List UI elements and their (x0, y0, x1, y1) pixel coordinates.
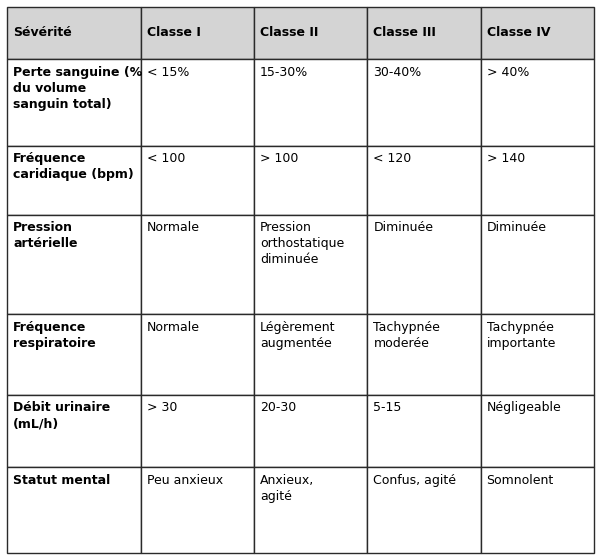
Bar (481, 314, 594, 395)
Bar (7, 467, 141, 553)
Text: Débit urinaire
(mL/h): Débit urinaire (mL/h) (13, 402, 111, 430)
Text: Classe IV: Classe IV (487, 26, 550, 39)
Bar (481, 467, 594, 553)
Text: > 40%: > 40% (487, 66, 529, 79)
Text: Pression
artérielle: Pression artérielle (13, 221, 78, 250)
Text: Classe III: Classe III (373, 26, 436, 39)
Text: 5-15: 5-15 (373, 402, 401, 414)
Text: Confus, agité: Confus, agité (373, 474, 456, 487)
Text: Normale: Normale (147, 321, 200, 334)
Text: Anxieux,
agité: Anxieux, agité (260, 474, 314, 503)
Bar (254, 467, 367, 553)
Bar (141, 395, 254, 467)
Bar (367, 146, 481, 214)
Text: > 30: > 30 (147, 402, 177, 414)
Text: Diminuée: Diminuée (373, 221, 433, 235)
Bar (254, 59, 367, 146)
Bar (7, 7, 141, 59)
Bar (7, 146, 141, 214)
Bar (7, 395, 141, 467)
Text: 20-30: 20-30 (260, 402, 296, 414)
Bar (481, 395, 594, 467)
Text: Fréquence
respiratoire: Fréquence respiratoire (13, 321, 96, 349)
Text: Normale: Normale (147, 221, 200, 235)
Bar (141, 146, 254, 214)
Text: 30-40%: 30-40% (373, 66, 422, 79)
Text: 15-30%: 15-30% (260, 66, 308, 79)
Bar (367, 395, 481, 467)
Bar (367, 7, 481, 59)
Bar (367, 214, 481, 314)
Bar (141, 59, 254, 146)
Text: Tachypnée
importante: Tachypnée importante (487, 321, 556, 349)
Bar (141, 467, 254, 553)
Text: Somnolent: Somnolent (487, 474, 554, 487)
Text: < 15%: < 15% (147, 66, 189, 79)
Bar (481, 214, 594, 314)
Text: > 100: > 100 (260, 152, 299, 165)
Bar (367, 314, 481, 395)
Bar (254, 395, 367, 467)
Bar (481, 146, 594, 214)
Text: Peu anxieux: Peu anxieux (147, 474, 223, 487)
Text: Négligeable: Négligeable (487, 402, 561, 414)
Bar (7, 214, 141, 314)
Bar (141, 314, 254, 395)
Text: Statut mental: Statut mental (13, 474, 111, 487)
Text: > 140: > 140 (487, 152, 525, 165)
Text: Diminuée: Diminuée (487, 221, 546, 235)
Bar (481, 59, 594, 146)
Bar (254, 146, 367, 214)
Bar (141, 7, 254, 59)
Text: Tachypnée
moderée: Tachypnée moderée (373, 321, 441, 349)
Bar (254, 314, 367, 395)
Bar (7, 314, 141, 395)
Text: < 100: < 100 (147, 152, 185, 165)
Text: < 120: < 120 (373, 152, 412, 165)
Bar (254, 214, 367, 314)
Bar (367, 467, 481, 553)
Text: Fréquence
caridiaque (bpm): Fréquence caridiaque (bpm) (13, 152, 134, 181)
Text: Sévérité: Sévérité (13, 26, 72, 39)
Text: Pression
orthostatique
diminuée: Pression orthostatique diminuée (260, 221, 344, 267)
Text: Légèrement
augmentée: Légèrement augmentée (260, 321, 336, 349)
Bar (367, 59, 481, 146)
Bar (141, 214, 254, 314)
Bar (254, 7, 367, 59)
Text: Classe II: Classe II (260, 26, 319, 39)
Text: Perte sanguine (%
du volume
sanguin total): Perte sanguine (% du volume sanguin tota… (13, 66, 142, 111)
Bar (7, 59, 141, 146)
Text: Classe I: Classe I (147, 26, 201, 39)
Bar (481, 7, 594, 59)
